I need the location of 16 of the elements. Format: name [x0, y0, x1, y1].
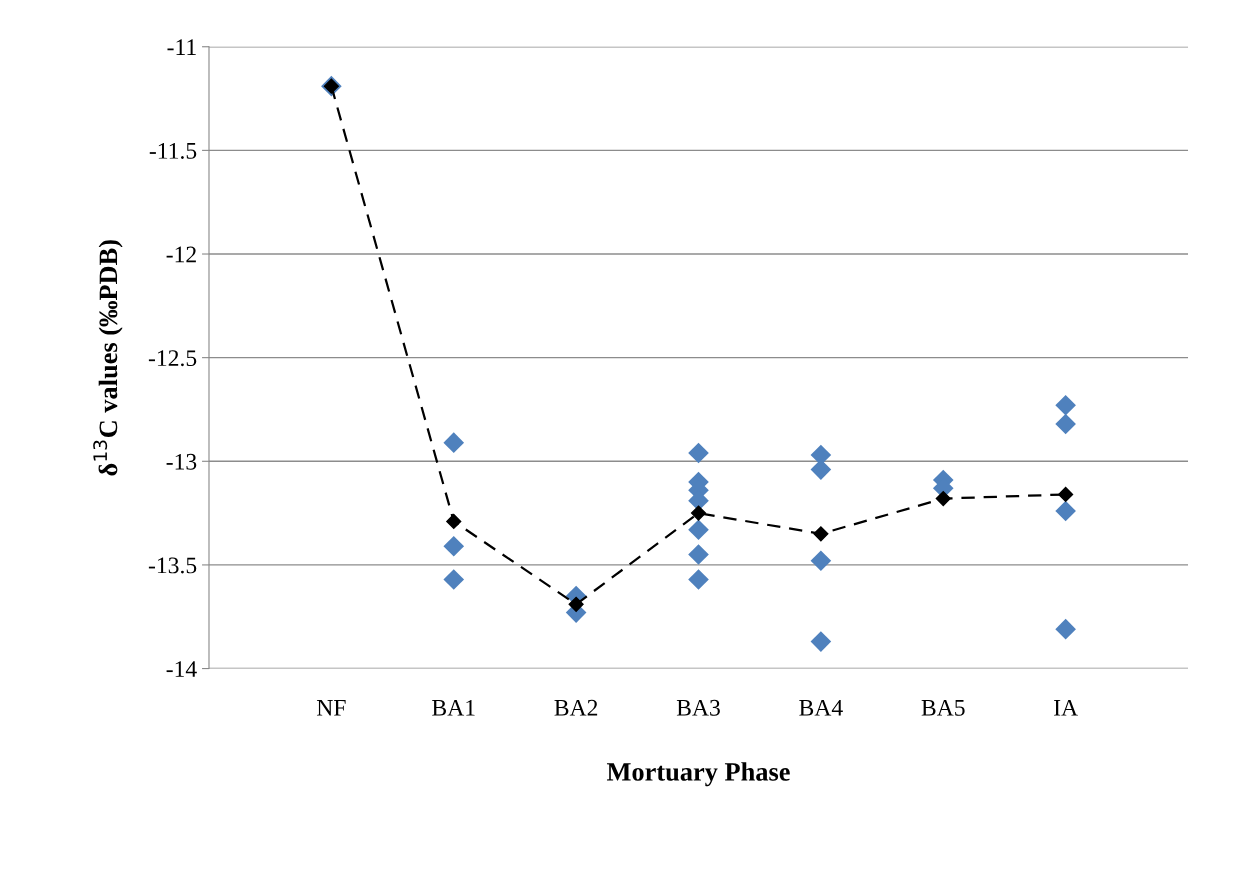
- x-axis-title: Mortuary Phase: [606, 762, 790, 787]
- y-tick-label: -14: [166, 661, 197, 677]
- x-tick-label: IA: [1054, 699, 1078, 716]
- y-tick-label: -13.5: [148, 557, 197, 574]
- y-tick-label: -11: [167, 39, 196, 55]
- x-tick-label: BA5: [921, 699, 965, 716]
- y-tick-label: -12.5: [148, 350, 197, 367]
- x-tick-label: BA2: [554, 699, 598, 716]
- x-tick-label: NF: [316, 700, 346, 716]
- x-tick-label: BA1: [432, 699, 475, 716]
- x-tick-label: BA3: [676, 699, 720, 716]
- x-tick-label: BA4: [799, 699, 843, 716]
- y-axis-title: δ$^{13}$C values (‰PDB): [93, 240, 123, 476]
- y-tick-label: -12: [166, 246, 196, 263]
- y-tick-label: -13: [166, 453, 197, 470]
- y-tick-label: -11.5: [149, 142, 197, 159]
